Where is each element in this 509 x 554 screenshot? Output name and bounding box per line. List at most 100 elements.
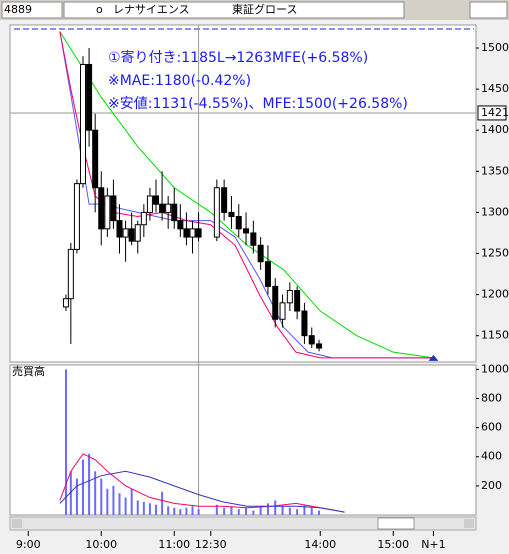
volume-bar bbox=[288, 507, 291, 515]
annotation: ※MAE:1180(-0.42%) bbox=[108, 73, 251, 89]
candle-body bbox=[134, 224, 141, 242]
annotation: ①寄り付き:1185L→1263MFE(+6.58%) bbox=[108, 49, 368, 66]
candle-body bbox=[153, 195, 160, 205]
candle-body bbox=[104, 195, 111, 230]
y-tick-label: 400 bbox=[481, 450, 502, 463]
x-tick-label: 11:00 bbox=[158, 538, 190, 551]
candle-body bbox=[67, 248, 74, 300]
x-tick-label: 12:30 bbox=[195, 538, 227, 551]
volume-bar bbox=[215, 504, 218, 515]
stock-name: レナサイエンス bbox=[113, 3, 190, 16]
volume-bar bbox=[130, 488, 133, 515]
candle-body bbox=[228, 211, 235, 218]
candle-body bbox=[146, 195, 153, 213]
candle-body bbox=[257, 244, 264, 263]
y-tick-label: 1350 bbox=[481, 164, 509, 177]
volume-bar bbox=[167, 506, 170, 515]
y-tick-label: 1500 bbox=[481, 41, 509, 54]
volume-bar bbox=[161, 491, 164, 515]
volume-bar bbox=[223, 507, 226, 515]
x-tick-label: 10:00 bbox=[85, 538, 117, 551]
volume-bar bbox=[64, 369, 67, 515]
volume-bar bbox=[155, 504, 158, 515]
candle-body bbox=[110, 195, 117, 222]
volume-bar bbox=[118, 493, 121, 515]
name-box bbox=[63, 1, 405, 19]
crosshair-label: 1421 bbox=[481, 106, 509, 119]
candle-body bbox=[159, 203, 166, 213]
y-tick-label: 1150 bbox=[481, 329, 509, 342]
x-tick-label: 14:00 bbox=[304, 538, 336, 551]
scroll-left[interactable] bbox=[12, 519, 22, 528]
candle-body bbox=[294, 289, 301, 312]
y-tick-label: 1200 bbox=[481, 288, 509, 301]
candle-body bbox=[122, 228, 129, 238]
candle-body bbox=[195, 228, 202, 238]
volume-bar bbox=[94, 471, 97, 515]
volume-bar bbox=[142, 501, 145, 515]
last-marker bbox=[428, 354, 439, 361]
price-box bbox=[477, 105, 507, 121]
candle-body bbox=[286, 289, 293, 304]
overlay-line bbox=[59, 470, 345, 513]
scroll-thumb[interactable] bbox=[377, 517, 415, 530]
volume-bar bbox=[296, 509, 299, 515]
candle-body bbox=[243, 228, 250, 234]
candle-body bbox=[98, 187, 105, 230]
volume-bar bbox=[75, 478, 78, 515]
volume-bar bbox=[197, 509, 200, 515]
candle-body bbox=[308, 335, 315, 345]
x-tick-label: 15:00 bbox=[377, 538, 409, 551]
volume-bar bbox=[148, 503, 151, 515]
candle-body bbox=[116, 220, 123, 238]
scrollbar[interactable] bbox=[9, 516, 477, 531]
volume-bar bbox=[237, 509, 240, 515]
candle-body bbox=[250, 232, 257, 246]
volume-bar bbox=[179, 509, 182, 515]
code-box[interactable] bbox=[1, 1, 63, 19]
y-tick-label: 1250 bbox=[481, 247, 509, 260]
volume-bar bbox=[274, 500, 277, 515]
volume-bar bbox=[230, 506, 233, 515]
y-tick-label: 800 bbox=[481, 391, 502, 404]
x-tick-label: N+1 bbox=[421, 538, 445, 551]
candle-body bbox=[92, 129, 99, 189]
volume-bar bbox=[252, 510, 255, 515]
overlay-line bbox=[59, 453, 345, 513]
volume-title: 売買高 bbox=[12, 364, 45, 378]
scroll-right[interactable] bbox=[464, 519, 474, 528]
candle-body bbox=[235, 216, 242, 230]
y-tick-label: 1400 bbox=[481, 123, 509, 136]
candle-body bbox=[301, 310, 308, 337]
volume-bar bbox=[173, 507, 176, 515]
candle-body bbox=[279, 302, 286, 320]
header-button[interactable] bbox=[469, 1, 508, 19]
marker: o bbox=[96, 3, 103, 16]
volume-bar bbox=[191, 506, 194, 515]
y-tick-label: 600 bbox=[481, 421, 502, 434]
volume-bar bbox=[318, 510, 321, 515]
volume-bar bbox=[310, 507, 313, 515]
candle-body bbox=[62, 298, 69, 308]
volume-pane bbox=[9, 364, 477, 516]
candle-body bbox=[171, 203, 178, 222]
overlay-line bbox=[59, 31, 434, 359]
candle-body bbox=[264, 261, 271, 287]
volume-bar bbox=[88, 453, 91, 515]
candle-body bbox=[73, 183, 80, 250]
y-tick-label: 200 bbox=[481, 479, 502, 492]
volume-bar bbox=[100, 478, 103, 515]
volume-bar bbox=[112, 485, 115, 515]
candle-body bbox=[80, 63, 87, 185]
candle-body bbox=[165, 203, 172, 213]
volume-bar bbox=[136, 500, 139, 515]
candle-body bbox=[213, 187, 220, 238]
volume-bar bbox=[124, 497, 127, 515]
annotation: ※安値:1131(-4.55%)、MFE:1500(+26.58%) bbox=[108, 96, 408, 112]
volume-bar bbox=[106, 488, 109, 515]
candle-body bbox=[86, 63, 93, 131]
volume-bar bbox=[266, 503, 269, 515]
candle-body bbox=[177, 220, 184, 230]
volume-bar bbox=[245, 507, 248, 515]
